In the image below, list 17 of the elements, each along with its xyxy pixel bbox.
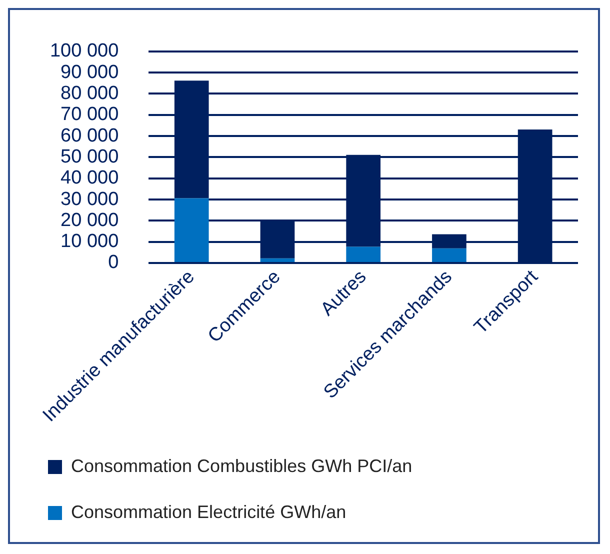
y-tick-label: 60 000 — [60, 125, 119, 146]
y-tick-label: 30 000 — [60, 188, 119, 210]
bar — [260, 258, 295, 262]
bar — [174, 198, 209, 262]
y-tick-label: 40 000 — [60, 168, 119, 189]
y-tick-label: 70 000 — [60, 104, 119, 126]
legend-label: Consommation Combustibles GWh PCI/an — [71, 456, 412, 476]
y-tick-label: 90 000 — [60, 62, 119, 83]
y-tick-label: 50 000 — [60, 146, 119, 168]
y-tick-label: 10 000 — [60, 231, 119, 252]
legend-label: Consommation Electricité GWh/an — [71, 502, 346, 522]
bar — [432, 248, 466, 262]
bar — [346, 246, 381, 262]
y-tick-label: 20 000 — [60, 210, 119, 231]
y-tick-label: 100 000 — [50, 40, 119, 62]
y-tick-label: 80 000 — [60, 82, 119, 104]
y-tick-label: 0 — [108, 252, 119, 274]
